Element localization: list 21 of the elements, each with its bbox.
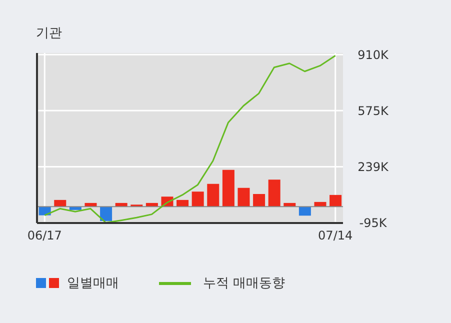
bar bbox=[192, 192, 204, 207]
bar bbox=[268, 180, 280, 207]
y-tick-label: 910K bbox=[358, 48, 390, 62]
legend-label: 일별매매 bbox=[67, 275, 119, 292]
y-tick-label: 239K bbox=[358, 160, 390, 174]
legend-label: 누적 매매동향 bbox=[203, 275, 286, 292]
line-series bbox=[44, 54, 336, 223]
y-tick-label: -95K bbox=[359, 216, 388, 230]
bar bbox=[238, 188, 250, 207]
x-tick-label: 07/14 bbox=[318, 228, 353, 243]
chart-title: 기관 bbox=[36, 25, 62, 42]
x-tick-label: 06/17 bbox=[27, 228, 62, 243]
bar bbox=[330, 194, 342, 207]
bar bbox=[222, 170, 234, 207]
y-tick-label: 575K bbox=[358, 104, 390, 118]
bar bbox=[207, 184, 220, 207]
bar bbox=[176, 200, 189, 207]
bar bbox=[54, 200, 66, 207]
bar bbox=[298, 206, 311, 216]
bar bbox=[100, 206, 112, 221]
bar bbox=[253, 194, 266, 207]
